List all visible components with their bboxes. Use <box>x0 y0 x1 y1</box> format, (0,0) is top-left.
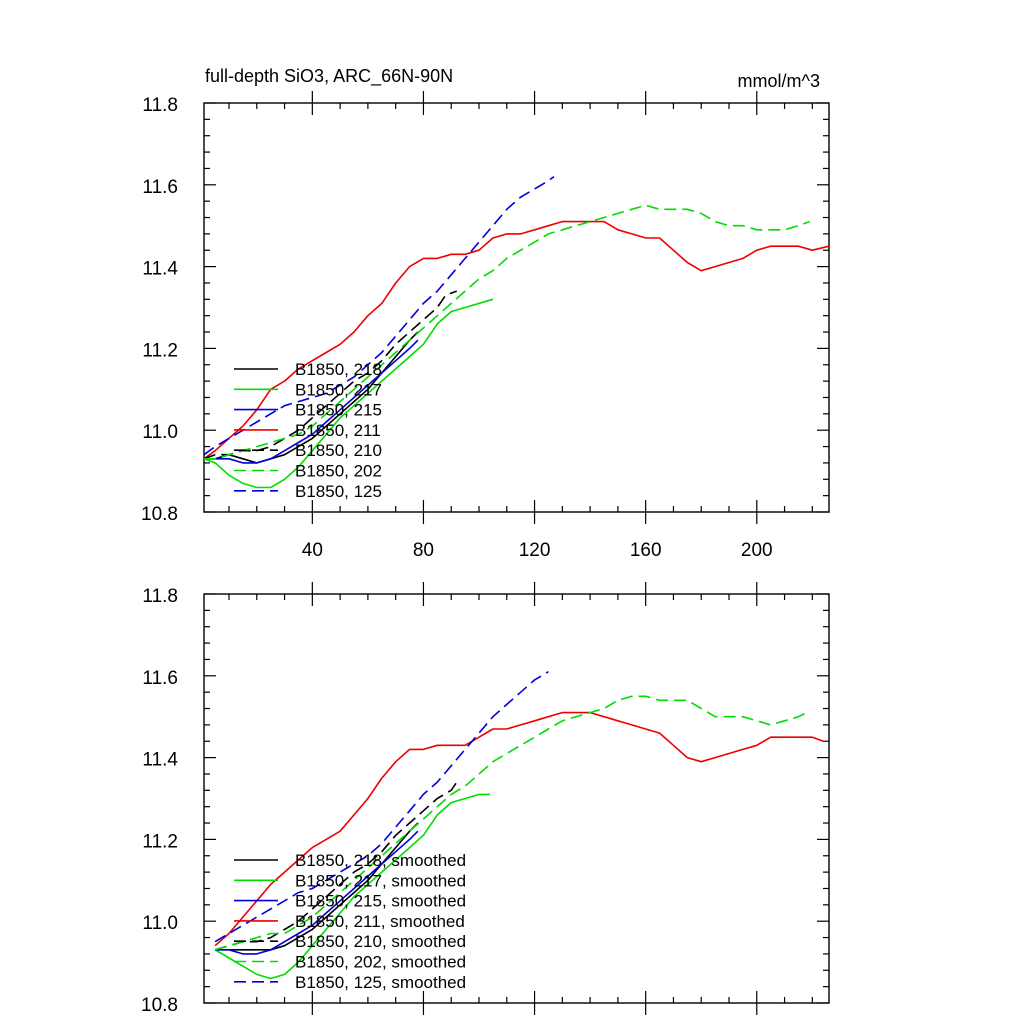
x-tick-label: 40 <box>302 540 323 561</box>
series-line-6 <box>204 204 810 460</box>
legend-label: B1850, 217 <box>295 380 382 399</box>
series-line-6 <box>214 695 808 951</box>
y-tick-label: 11.8 <box>142 95 178 116</box>
series-line-4 <box>203 220 830 460</box>
series-line-1 <box>215 822 419 951</box>
y-tick-label: 11.4 <box>142 259 178 280</box>
y-tick-label: 11.6 <box>142 668 178 689</box>
series-line-7 <box>214 671 549 943</box>
series-line-2 <box>203 298 494 489</box>
series-line-1 <box>204 331 419 464</box>
series-line-3 <box>215 830 419 955</box>
chart-title: full-depth SiO3, ARC_66N-90N <box>205 66 453 87</box>
legend-label: B1850, 211 <box>295 421 381 440</box>
y-tick-label: 10.8 <box>141 504 178 525</box>
y-tick-label: 11.8 <box>142 586 178 607</box>
legend-label: B1850, 210 <box>295 441 382 460</box>
legend-label: B1850, 202 <box>295 462 382 481</box>
units-label: mmol/m^3 <box>738 71 820 91</box>
x-tick-label: 80 <box>413 540 434 561</box>
y-tick-label: 10.8 <box>141 995 178 1016</box>
legend-label: B1850, 218, smoothed <box>295 851 466 870</box>
legend-label: B1850, 202, smoothed <box>295 953 466 972</box>
y-tick-label: 11.4 <box>142 750 178 771</box>
legend-label: B1850, 125, smoothed <box>295 973 466 992</box>
series-line-2 <box>214 793 491 980</box>
series-line-3 <box>204 339 419 464</box>
legend-label: B1850, 211, smoothed <box>295 912 465 931</box>
legend-label: B1850, 125 <box>295 482 382 501</box>
legend-label: B1850, 215 <box>295 401 382 420</box>
x-tick-label: 120 <box>519 540 551 561</box>
legend-label: B1850, 217, smoothed <box>295 871 466 890</box>
chart-panel-2: 10.8 11.0 11.2 11.4 11.6 11.8 B1850, 218, smoo… <box>141 582 830 1016</box>
y-tick-label: 11.6 <box>142 177 178 198</box>
plot-frame <box>203 102 830 513</box>
series-line-4 <box>214 711 824 947</box>
x-tick-label: 160 <box>630 540 662 561</box>
y-tick-label: 11.0 <box>142 913 178 934</box>
legend-label: B1850, 210, smoothed <box>295 932 466 951</box>
chart-panel-1: 10.8 11.0 11.2 11.4 11.6 11.8 40 80 120 160 200 B18… <box>141 66 830 561</box>
y-tick-label: 11.2 <box>142 340 178 361</box>
legend-label: B1850, 218 <box>295 360 382 379</box>
y-tick-label: 11.0 <box>142 422 178 443</box>
series-line-7 <box>203 175 555 456</box>
y-tick-label: 11.2 <box>142 831 178 852</box>
plot-frame <box>203 593 830 1004</box>
x-tick-label: 200 <box>741 540 773 561</box>
legend-label: B1850, 215, smoothed <box>295 892 466 911</box>
